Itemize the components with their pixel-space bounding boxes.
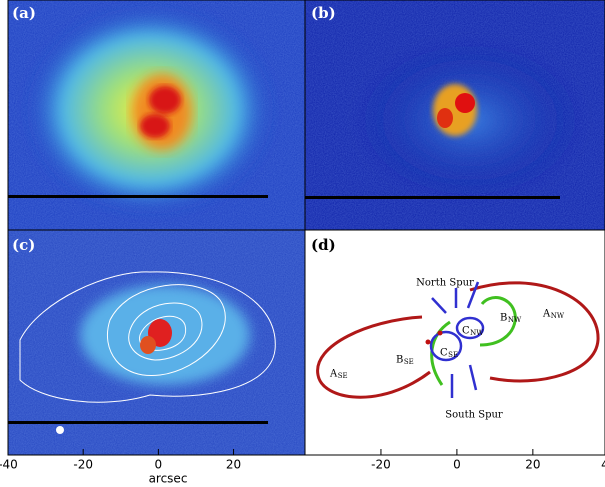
panel-label: (a)	[12, 4, 36, 22]
region-label-sub: NW	[470, 329, 484, 337]
region-label: C	[462, 326, 470, 337]
panel-label: (d)	[311, 236, 336, 254]
x-tick-label: 0	[453, 458, 461, 472]
diagram-shapes	[316, 281, 600, 399]
panel-borders	[7, 0, 605, 456]
north-spur-label: North Spur	[416, 278, 474, 289]
panel-c-image	[8, 230, 305, 455]
region-label-sub: SE	[338, 372, 348, 380]
x-tick-label: 0	[155, 458, 163, 472]
x-tick-label: 20	[525, 458, 540, 472]
region-label-sub: NW	[508, 316, 522, 324]
south-spur-label: South Spur	[445, 410, 503, 421]
region-label: B	[396, 355, 403, 366]
x-tick-label: 40	[601, 458, 605, 472]
x-tick-label: -20	[371, 458, 391, 472]
panel-label: (c)	[12, 236, 35, 254]
region-label-sub: SE	[404, 358, 414, 366]
region-label: B	[500, 313, 507, 324]
x-tick-label: -40	[0, 458, 18, 472]
region-label: C	[440, 348, 448, 359]
panel-a-image	[8, 0, 305, 230]
panel-b-image	[305, 0, 605, 230]
panel-label: (b)	[311, 4, 336, 22]
x-tick-label: -20	[73, 458, 93, 472]
region-label: A	[542, 309, 551, 320]
axis-label: arcsec	[149, 472, 188, 486]
x-tick-label: 20	[226, 458, 241, 472]
panel-d-background	[305, 230, 605, 455]
region-label: A	[329, 369, 338, 380]
region-label-sub: SE	[448, 351, 458, 359]
region-label-sub: NW	[551, 312, 565, 320]
